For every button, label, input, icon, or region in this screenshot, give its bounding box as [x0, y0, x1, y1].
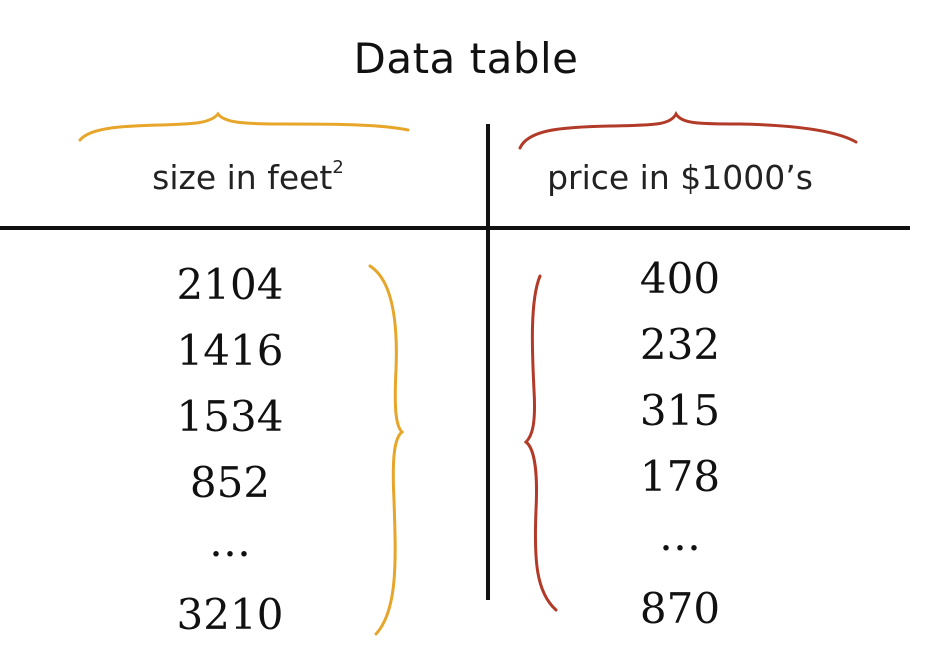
- size-value: 1534: [176, 392, 284, 441]
- column-header-size: size in feet2: [98, 157, 398, 197]
- right-header-brace: [518, 110, 858, 150]
- column-header-size-superscript: 2: [332, 157, 344, 178]
- price-value: 232: [639, 320, 721, 369]
- size-value: 1416: [176, 326, 284, 375]
- column-header-price: price in $1000’s: [547, 158, 813, 197]
- column-header-size-label: size in feet: [152, 158, 333, 197]
- page-title: Data table: [353, 34, 579, 83]
- left-header-brace: [78, 111, 410, 142]
- size-value: 852: [189, 458, 271, 507]
- left-column-brace: [368, 264, 405, 636]
- price-value: 178: [639, 452, 721, 501]
- size-value: 2104: [176, 260, 284, 309]
- price-value: 315: [639, 386, 721, 435]
- price-value: 400: [639, 254, 721, 303]
- size-value: 3210: [176, 590, 284, 639]
- price-value: 870: [639, 584, 721, 633]
- size-column: 2104 1416 1534 852 … 3210: [130, 258, 330, 654]
- size-ellipsis: …: [209, 517, 251, 566]
- right-column-brace: [523, 274, 558, 612]
- price-ellipsis: …: [659, 511, 701, 560]
- price-column: 400 232 315 178 … 870: [580, 252, 780, 648]
